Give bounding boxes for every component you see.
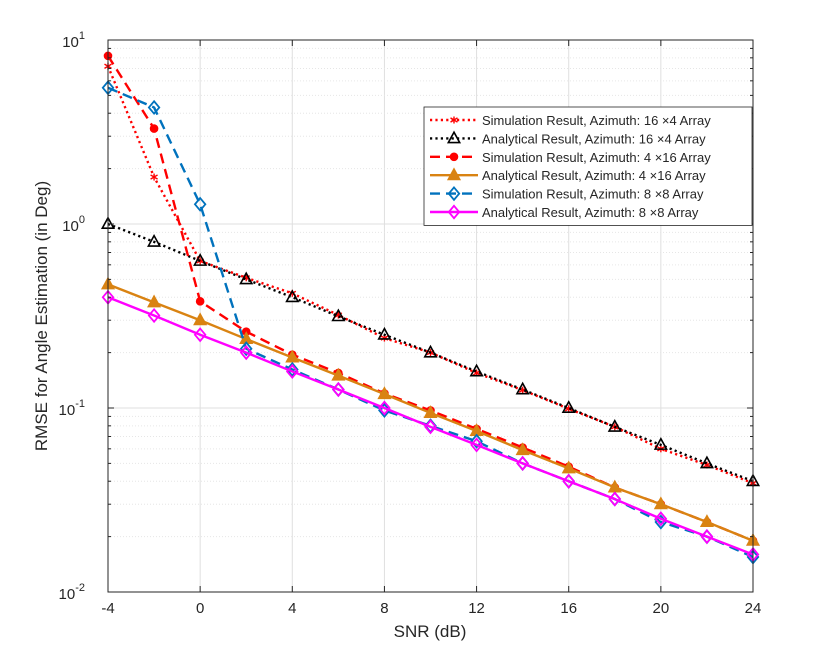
data-point [193, 327, 207, 343]
x-tick-label: 16 [560, 600, 577, 617]
data-point [193, 196, 207, 212]
data-point [331, 308, 346, 322]
data-point [377, 386, 392, 400]
data-point [377, 326, 392, 340]
legend-entry: Simulation Result, Azimuth: 4 ×16 Array [430, 150, 711, 165]
series-line [107, 222, 754, 483]
legend-entry: Analytical Result, Azimuth: 8 ×8 Array [430, 204, 699, 220]
data-point [149, 124, 159, 133]
series-layer [100, 51, 761, 565]
data-point [470, 437, 483, 453]
data-point [285, 349, 300, 363]
y-axis-label: RMSE for Angle Estimation (in Deg) [32, 181, 51, 451]
data-point [285, 289, 300, 303]
data-point [699, 514, 714, 528]
data-point [150, 173, 158, 181]
data-point [239, 341, 253, 357]
data-point [147, 233, 162, 247]
data-point [285, 363, 299, 380]
data-point [331, 367, 346, 381]
data-point [285, 361, 299, 378]
legend-label: Simulation Result, Azimuth: 16 ×4 Array [482, 113, 711, 128]
x-tick-label: 20 [653, 600, 670, 617]
legend-marker [447, 185, 461, 202]
data-point [699, 455, 714, 469]
legend-label: Analytical Result, Azimuth: 16 ×4 Array [482, 131, 706, 146]
plot-frame [107, 39, 754, 593]
data-point [193, 312, 208, 326]
data-point [562, 473, 576, 489]
x-tick-label: 4 [288, 600, 296, 617]
data-point [470, 433, 483, 449]
data-point [423, 405, 438, 418]
legend-entry: Analytical Result, Azimuth: 16 ×4 Array [430, 130, 706, 146]
data-point [516, 455, 530, 471]
x-axis-label: SNR (dB) [394, 622, 467, 641]
data-point [654, 511, 668, 527]
data-point [515, 442, 530, 456]
legend-label: Simulation Result, Azimuth: 8 ×8 Array [482, 187, 704, 202]
y-tick-exponent: -2 [75, 582, 85, 594]
data-point [378, 400, 391, 416]
legend-label: Simulation Result, Azimuth: 4 ×16 Array [482, 150, 711, 165]
data-point [653, 496, 668, 510]
legend-entry: Simulation Result, Azimuth: 8 ×8 Array [430, 185, 704, 202]
data-point [195, 297, 205, 306]
data-point [700, 529, 714, 545]
data-point [193, 253, 208, 266]
y-tick-exponent: 0 [79, 214, 85, 226]
data-point [147, 294, 162, 308]
data-point [239, 345, 253, 361]
legend: Simulation Result, Azimuth: 16 ×4 Array A… [423, 106, 753, 226]
legend-label: Analytical Result, Azimuth: 8 ×8 Array [482, 205, 699, 220]
data-point [147, 99, 161, 116]
legend-marker [449, 152, 459, 162]
series-line [107, 296, 754, 556]
legend-marker [446, 167, 462, 181]
data-point [607, 418, 622, 432]
data-point [239, 271, 254, 285]
data-point [424, 419, 437, 435]
x-tick-label: 8 [380, 600, 388, 617]
data-point [653, 437, 668, 450]
x-tick-label: 12 [468, 600, 485, 617]
data-point [515, 381, 530, 395]
x-tick-label: 0 [196, 600, 204, 617]
x-tick-label: -4 [101, 600, 114, 617]
series-6 [101, 289, 760, 563]
y-tick-exponent: 1 [79, 30, 85, 42]
data-point [147, 307, 161, 324]
data-point [423, 344, 438, 358]
x-tick-label: 24 [745, 600, 762, 617]
data-point [561, 400, 576, 414]
y-tick-exponent: -1 [75, 398, 85, 410]
legend-entry: Analytical Result, Azimuth: 4 ×16 Array [430, 167, 706, 183]
legend-marker [446, 130, 462, 144]
series-line [106, 65, 754, 485]
legend-box [423, 106, 753, 226]
data-point [469, 363, 484, 377]
legend-entry: Simulation Result, Azimuth: 16 ×4 Array [430, 113, 711, 128]
legend-marker [450, 116, 458, 124]
data-point [608, 491, 622, 507]
legend-label: Analytical Result, Azimuth: 4 ×16 Array [482, 168, 706, 183]
series-line [107, 86, 754, 559]
data-point [561, 460, 576, 474]
data-point [331, 381, 345, 398]
legend-marker [447, 204, 461, 220]
